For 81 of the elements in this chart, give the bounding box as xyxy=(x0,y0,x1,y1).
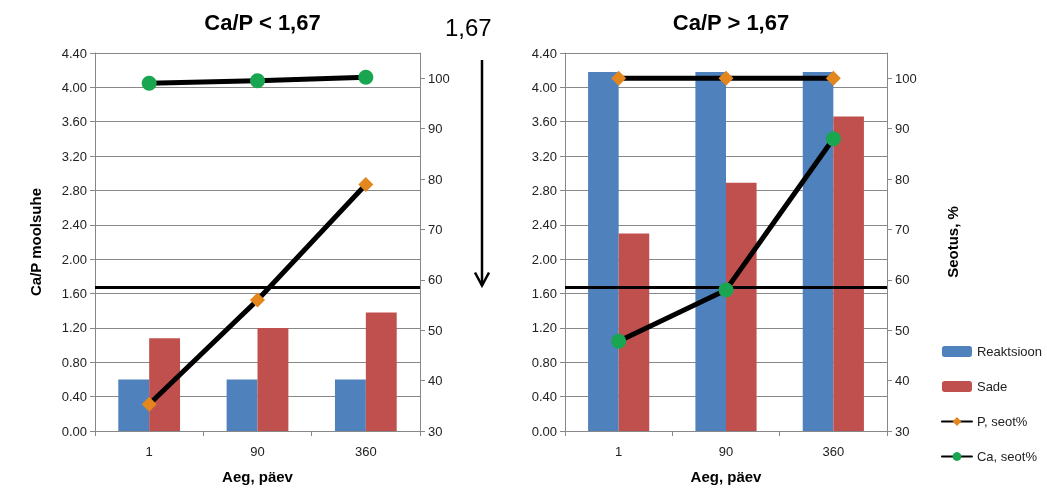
y2-tick-label: 70 xyxy=(895,221,910,237)
y2-tick-label: 60 xyxy=(428,272,443,288)
y-tick-label: 0.00 xyxy=(61,423,87,439)
chart-title: Ca/P < 1,67 xyxy=(204,9,321,35)
y2-tick-label: 80 xyxy=(428,171,443,187)
y2-tick-label: 50 xyxy=(895,322,910,338)
legend-label: P, seot% xyxy=(976,414,1028,429)
y2-tick-label: 30 xyxy=(428,423,443,439)
bar xyxy=(118,379,150,431)
bar xyxy=(833,116,864,431)
y-tick-label: 1.20 xyxy=(531,320,557,336)
y-tick-label: 2.80 xyxy=(531,182,557,198)
y-axis-title: Ca/P moolsuhe xyxy=(27,187,44,297)
y-tick-label: 0.80 xyxy=(531,354,557,370)
y-tick-label: 4.00 xyxy=(61,79,87,95)
point xyxy=(250,292,265,308)
x-tick-label: 90 xyxy=(250,444,265,459)
bar xyxy=(695,71,726,431)
x-tick-label: 90 xyxy=(718,444,734,459)
y-tick-label: 1.60 xyxy=(61,286,87,302)
point xyxy=(611,333,627,349)
ref-line-label: 1,67 xyxy=(445,14,492,42)
point xyxy=(718,282,734,298)
y2-axis-title: Seotus, % xyxy=(944,206,961,278)
bar xyxy=(726,182,757,431)
point xyxy=(825,131,841,147)
bar xyxy=(588,71,619,431)
y2-tick-label: 40 xyxy=(895,373,910,389)
y-tick-label: 3.60 xyxy=(61,114,87,130)
y-tick-label: 3.60 xyxy=(531,114,557,130)
bar xyxy=(365,312,397,431)
x-axis-title: Aeg, päev xyxy=(690,468,763,485)
point xyxy=(611,70,627,86)
y-tick-label: 3.20 xyxy=(61,148,87,164)
y-tick-label: 2.00 xyxy=(531,251,557,267)
y2-tick-label: 60 xyxy=(895,272,910,288)
y2-tick-label: 40 xyxy=(428,373,443,389)
y-tick-label: 2.00 xyxy=(61,251,87,267)
y-tick-label: 4.40 xyxy=(531,45,557,61)
x-axis-title: Aeg, päev xyxy=(222,468,294,485)
bar xyxy=(618,233,650,431)
bar xyxy=(334,379,366,431)
point xyxy=(358,177,374,193)
y-tick-label: 1.60 xyxy=(531,286,557,302)
point xyxy=(825,70,841,86)
y2-tick-label: 70 xyxy=(428,221,443,237)
y-tick-label: 0.80 xyxy=(61,354,87,370)
bar xyxy=(257,327,289,431)
y-tick-label: 4.40 xyxy=(61,45,87,61)
legend-label: Sade xyxy=(976,379,1008,394)
y-tick-label: 3.20 xyxy=(531,148,557,164)
y-tick-label: 2.80 xyxy=(61,182,87,198)
y2-tick-label: 50 xyxy=(428,322,443,338)
y-tick-label: 4.00 xyxy=(531,79,557,95)
y2-tick-label: 100 xyxy=(895,70,917,86)
y-tick-label: 2.40 xyxy=(531,217,557,233)
x-tick-label: 1 xyxy=(145,444,153,459)
x-tick-label: 360 xyxy=(354,444,377,459)
x-tick-label: 1 xyxy=(615,444,623,459)
y-tick-label: 0.40 xyxy=(61,389,87,405)
y-tick-label: 0.40 xyxy=(531,389,557,405)
y2-tick-label: 90 xyxy=(428,121,443,137)
y-tick-label: 2.40 xyxy=(61,217,87,233)
point xyxy=(141,396,157,412)
point xyxy=(358,69,374,85)
y-tick-label: 1.20 xyxy=(61,320,87,336)
y2-tick-label: 90 xyxy=(895,121,910,137)
point xyxy=(250,73,265,89)
y-tick-label: 0.00 xyxy=(531,423,557,439)
bar xyxy=(226,379,258,431)
legend-label: Ca, seot% xyxy=(976,449,1038,464)
legend-label: Reaktsioon xyxy=(976,344,1043,359)
bar xyxy=(802,71,834,431)
point xyxy=(141,75,157,91)
bar xyxy=(149,338,181,431)
y2-tick-label: 30 xyxy=(895,423,910,439)
x-tick-label: 360 xyxy=(822,444,845,459)
point xyxy=(718,70,734,86)
y2-tick-label: 100 xyxy=(428,70,450,86)
y2-tick-label: 80 xyxy=(895,171,910,187)
chart-title: Ca/P > 1,67 xyxy=(672,9,790,35)
